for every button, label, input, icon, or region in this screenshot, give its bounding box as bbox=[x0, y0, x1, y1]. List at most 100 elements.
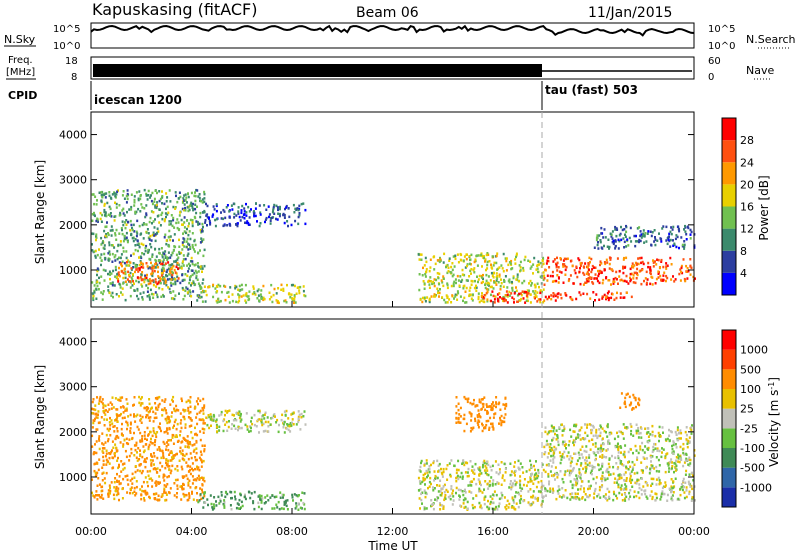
velocity-echo-cell-0 bbox=[135, 492, 138, 495]
velocity-echo-cell-3 bbox=[515, 481, 518, 484]
velocity-echo-cell-5 bbox=[554, 478, 556, 481]
power-echo-cell-8 bbox=[633, 234, 636, 238]
velocity-echo-cell-5 bbox=[572, 441, 575, 444]
velocity-echo-cell-3 bbox=[530, 474, 532, 478]
velocity-echo-cell-0 bbox=[154, 440, 156, 444]
power-echo-cell-1 bbox=[171, 273, 174, 277]
power-echo-cell-8 bbox=[639, 234, 642, 238]
power-echo-cell-3 bbox=[269, 219, 272, 222]
nsky-panel-frame bbox=[90, 22, 695, 49]
power-echo-cell-3 bbox=[238, 215, 241, 219]
power-echo-cell-4 bbox=[471, 280, 474, 283]
velocity-echo-cell-3 bbox=[541, 463, 544, 466]
power-echo-cell-7 bbox=[614, 276, 617, 280]
velocity-echo-cell-5 bbox=[579, 428, 582, 432]
velocity-echo-cell-3 bbox=[465, 461, 467, 464]
power-echo-cell-3 bbox=[298, 214, 301, 217]
velocity-echo-cell-5 bbox=[574, 424, 577, 428]
velocity-echo-cell-3 bbox=[534, 468, 536, 472]
power-echo-cell-0 bbox=[152, 283, 155, 287]
velocity-echo-cell-4 bbox=[474, 417, 476, 421]
power-echo-cell-5 bbox=[526, 293, 529, 296]
velocity-echo-cell-5 bbox=[670, 478, 673, 481]
power-echo-cell-7 bbox=[665, 265, 668, 268]
power-echo-cell-7 bbox=[590, 270, 593, 274]
velocity-echo-cell-3 bbox=[536, 498, 539, 501]
power-echo-cell-0 bbox=[138, 190, 141, 193]
power-echo-cell-4 bbox=[483, 256, 486, 260]
power-echo-cell-1 bbox=[141, 271, 144, 274]
velocity-echo-cell-5 bbox=[660, 455, 663, 459]
velocity-echo-cell-0 bbox=[164, 398, 167, 401]
velocity-echo-cell-3 bbox=[536, 474, 539, 478]
velocity-echo-cell-5 bbox=[622, 464, 625, 467]
velocity-echo-cell-5 bbox=[555, 497, 558, 501]
velocity-colorbar-tick-7: -1000 bbox=[740, 481, 772, 494]
velocity-echo-cell-0 bbox=[125, 420, 128, 424]
velocity-echo-cell-0 bbox=[160, 456, 163, 460]
power-echo-cell-3 bbox=[292, 203, 295, 207]
velocity-echo-cell-0 bbox=[153, 463, 155, 466]
velocity-echo-cell-0 bbox=[156, 498, 159, 501]
power-echo-cell-0 bbox=[141, 285, 144, 288]
power-echo-cell-4 bbox=[477, 295, 480, 299]
velocity-echo-cell-0 bbox=[146, 481, 149, 484]
power-echo-cell-6 bbox=[594, 299, 596, 302]
power-echo-cell-0 bbox=[100, 191, 103, 194]
power-echo-cell-0 bbox=[124, 221, 126, 224]
velocity-echo-cell-5 bbox=[622, 453, 625, 456]
velocity-echo-cell-5 bbox=[638, 486, 641, 490]
power-echo-cell-4 bbox=[516, 275, 519, 279]
power-echo-cell-8 bbox=[672, 225, 675, 229]
velocity-echo-cell-5 bbox=[677, 438, 680, 442]
power-echo-cell-1 bbox=[117, 271, 120, 274]
power-echo-cell-0 bbox=[146, 295, 149, 298]
power-echo-cell-7 bbox=[559, 257, 562, 260]
power-echo-cell-4 bbox=[495, 275, 498, 279]
velocity-echo-cell-0 bbox=[203, 406, 206, 409]
velocity-echo-cell-5 bbox=[630, 433, 632, 436]
power-echo-cell-0 bbox=[133, 230, 136, 233]
velocity-echo-cell-0 bbox=[111, 449, 113, 452]
power-echo-cell-0 bbox=[188, 278, 191, 282]
power-echo-cell-3 bbox=[243, 213, 246, 216]
velocity-echo-cell-5 bbox=[568, 473, 571, 477]
velocity-echo-cell-3 bbox=[489, 483, 492, 487]
velocity-echo-cell-0 bbox=[187, 457, 190, 461]
power-echo-cell-8 bbox=[624, 235, 627, 238]
velocity-echo-cell-0 bbox=[165, 411, 168, 415]
velocity-echo-cell-5 bbox=[606, 487, 609, 491]
velocity-echo-cell-5 bbox=[677, 457, 680, 460]
power-echo-cell-1 bbox=[146, 273, 148, 277]
power-echo-cell-1 bbox=[149, 282, 152, 285]
power-echo-cell-0 bbox=[111, 252, 114, 256]
velocity-echo-cell-4 bbox=[457, 420, 460, 424]
velocity-echo-cell-5 bbox=[681, 488, 684, 492]
velocity-echo-cell-0 bbox=[127, 483, 130, 486]
velocity-echo-cell-0 bbox=[118, 414, 121, 417]
power-echo-cell-7 bbox=[605, 258, 608, 262]
velocity-echo-cell-0 bbox=[202, 431, 205, 434]
power-echo-cell-7 bbox=[647, 261, 650, 265]
power-echo-cell-8 bbox=[612, 242, 615, 246]
velocity-echo-cell-0 bbox=[194, 467, 196, 471]
velocity-echo-cell-5 bbox=[548, 445, 551, 449]
velocity-echo-cell-0 bbox=[141, 485, 143, 488]
velocity-echo-cell-0 bbox=[158, 446, 161, 449]
velocity-echo-cell-0 bbox=[122, 411, 125, 414]
power-echo-cell-0 bbox=[108, 291, 111, 295]
velocity-echo-cell-3 bbox=[451, 492, 454, 495]
power-echo-cell-4 bbox=[530, 282, 533, 285]
velocity-echo-cell-0 bbox=[142, 445, 145, 448]
velocity-echo-cell-2 bbox=[288, 425, 291, 428]
velocity-echo-cell-0 bbox=[109, 492, 111, 495]
velocity-echo-cell-3 bbox=[484, 495, 487, 498]
power-echo-cell-7 bbox=[679, 279, 682, 282]
power-echo-cell-4 bbox=[534, 289, 537, 293]
velocity-echo-cell-3 bbox=[447, 495, 450, 499]
power-echo-cell-0 bbox=[118, 204, 121, 207]
power-echo-cell-0 bbox=[188, 289, 191, 292]
power-echo-cell-0 bbox=[202, 225, 204, 229]
power-echo-cell-7 bbox=[570, 259, 573, 262]
velocity-echo-cell-5 bbox=[651, 495, 654, 499]
